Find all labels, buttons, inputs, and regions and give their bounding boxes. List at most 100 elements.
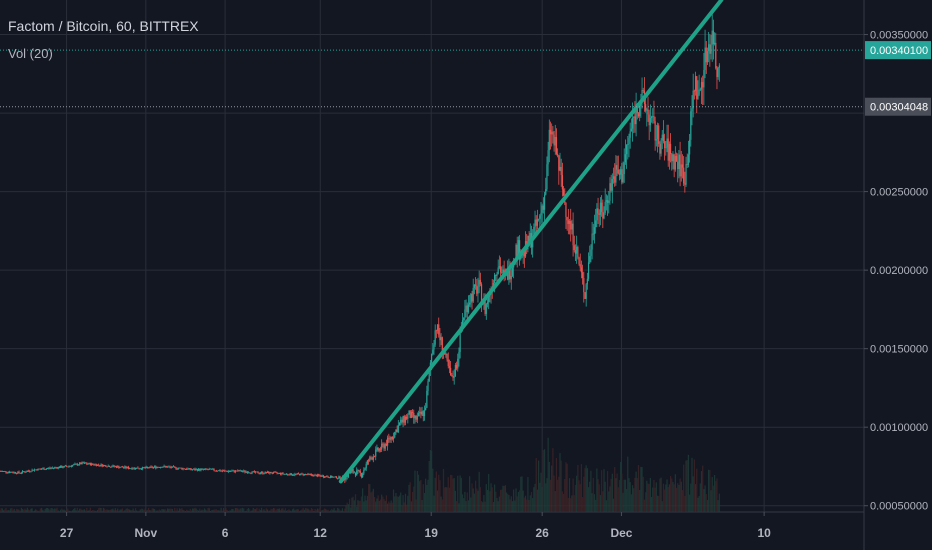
candle-body bbox=[716, 68, 718, 78]
candle-body bbox=[388, 437, 390, 439]
candle-body bbox=[455, 364, 458, 369]
volume-indicator-label[interactable]: Vol (20) bbox=[8, 46, 53, 61]
volume-bar bbox=[289, 510, 291, 512]
candle-body bbox=[338, 476, 340, 479]
volume-bar bbox=[408, 484, 410, 512]
volume-bar bbox=[319, 507, 321, 512]
candle-body bbox=[639, 106, 641, 117]
volume-bar bbox=[641, 467, 643, 512]
volume-bar bbox=[99, 507, 101, 512]
candle-body bbox=[94, 464, 96, 466]
volume-bar bbox=[26, 507, 28, 512]
candle-body bbox=[385, 443, 388, 446]
volume-bar bbox=[673, 484, 675, 512]
candle-body bbox=[591, 233, 593, 250]
volume-bar bbox=[328, 510, 330, 512]
volume-bar bbox=[149, 509, 151, 512]
volume-bar bbox=[618, 480, 621, 512]
volume-bar bbox=[171, 508, 174, 512]
price-axis[interactable]: 0.00340100 0.00304048 0.00350000 0.00250000… bbox=[864, 30, 931, 513]
volume-bar bbox=[240, 508, 242, 512]
candle-body bbox=[654, 121, 656, 141]
candle-body bbox=[219, 470, 221, 472]
candle-body bbox=[375, 449, 377, 457]
candle-body bbox=[497, 267, 499, 274]
volume-bar bbox=[243, 508, 245, 512]
candle-body bbox=[208, 469, 210, 470]
candle-body bbox=[95, 464, 97, 466]
volume-bar bbox=[89, 507, 91, 512]
volume-bar bbox=[117, 508, 119, 512]
volume-bar bbox=[690, 483, 692, 512]
volume-bar bbox=[177, 510, 179, 512]
candle-body bbox=[499, 266, 502, 273]
candle-body bbox=[496, 273, 498, 276]
volume-bar bbox=[11, 507, 13, 512]
candle-body bbox=[214, 470, 216, 472]
candle-body bbox=[541, 205, 543, 213]
volume-bar bbox=[35, 509, 37, 512]
volume-bar bbox=[705, 493, 707, 512]
time-axis[interactable]: 27 Nov 6 12 19 26 Dec 10 bbox=[60, 512, 771, 540]
volume-bar bbox=[23, 509, 25, 512]
candle-body bbox=[596, 208, 598, 221]
volume-bar bbox=[666, 479, 668, 512]
candle-body bbox=[413, 412, 415, 419]
candle-body bbox=[546, 164, 548, 190]
volume-bar bbox=[70, 510, 72, 512]
candle-body bbox=[176, 468, 178, 470]
candle-body bbox=[151, 466, 153, 468]
volume-bar bbox=[568, 478, 571, 512]
volume-bar bbox=[347, 504, 349, 512]
volume-bar bbox=[409, 482, 411, 512]
volume-bar bbox=[664, 489, 666, 512]
volume-bar bbox=[371, 491, 373, 512]
candle-body bbox=[408, 410, 410, 415]
trendline-drawing[interactable] bbox=[338, 0, 724, 484]
candle-body bbox=[706, 51, 709, 63]
candle-body bbox=[542, 205, 544, 210]
candle-body bbox=[398, 422, 401, 426]
volume-bar bbox=[130, 510, 132, 512]
volume-bar bbox=[95, 510, 97, 512]
candle-body bbox=[42, 468, 44, 470]
candle-body bbox=[656, 125, 659, 140]
volume-bar bbox=[295, 509, 297, 512]
candle-body bbox=[717, 67, 719, 78]
volume-bar bbox=[275, 510, 277, 512]
volume-bar bbox=[623, 479, 625, 512]
candle-body bbox=[371, 458, 373, 460]
volume-bar bbox=[303, 509, 305, 512]
volume-bar bbox=[679, 478, 681, 512]
volume-bar bbox=[699, 483, 701, 512]
volume-bar bbox=[146, 509, 149, 512]
candle-body bbox=[403, 415, 405, 423]
candle-body bbox=[87, 463, 89, 465]
volume-bar bbox=[511, 501, 514, 512]
candle-body bbox=[521, 255, 523, 258]
candle-body bbox=[320, 475, 322, 477]
candle-body bbox=[60, 466, 62, 468]
candle-body bbox=[397, 425, 399, 433]
volume-bar bbox=[131, 510, 133, 512]
volume-bar bbox=[277, 508, 279, 512]
candle-body bbox=[649, 118, 651, 126]
symbol-title[interactable]: Factom / Bitcoin, 60, BITTREX bbox=[8, 18, 199, 34]
candle-body bbox=[178, 467, 181, 469]
volume-bar bbox=[233, 510, 235, 512]
candle-body bbox=[77, 464, 80, 466]
candle-body bbox=[8, 472, 11, 473]
volume-bar bbox=[406, 504, 408, 512]
volume-bar bbox=[145, 510, 147, 512]
candle-body bbox=[653, 116, 655, 122]
volume-bar bbox=[647, 483, 649, 512]
candle-body bbox=[206, 468, 208, 470]
volume-bar bbox=[151, 508, 153, 512]
candle-body bbox=[711, 30, 713, 45]
candle-body bbox=[19, 472, 21, 474]
candle-body bbox=[559, 166, 561, 171]
volume-bar bbox=[12, 510, 14, 512]
volume-bar bbox=[65, 509, 68, 512]
candle-body bbox=[90, 463, 93, 466]
